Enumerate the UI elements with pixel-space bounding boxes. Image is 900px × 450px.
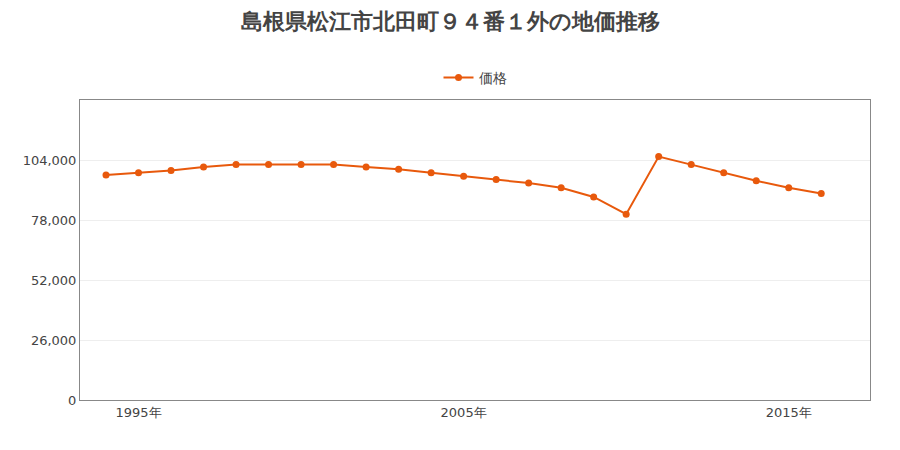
svg-text:島根県松江市北田町９４番１外の地価推移: 島根県松江市北田町９４番１外の地価推移 (241, 9, 660, 34)
svg-text:2015年: 2015年 (766, 405, 812, 420)
svg-text:0: 0 (68, 393, 76, 408)
svg-text:1995年: 1995年 (115, 405, 161, 420)
svg-text:78,000: 78,000 (31, 213, 77, 228)
svg-text:104,000: 104,000 (23, 153, 77, 168)
svg-text:2005年: 2005年 (441, 405, 487, 420)
svg-text:価格: 価格 (479, 70, 507, 86)
svg-text:26,000: 26,000 (31, 333, 77, 348)
svg-text:52,000: 52,000 (31, 273, 77, 288)
